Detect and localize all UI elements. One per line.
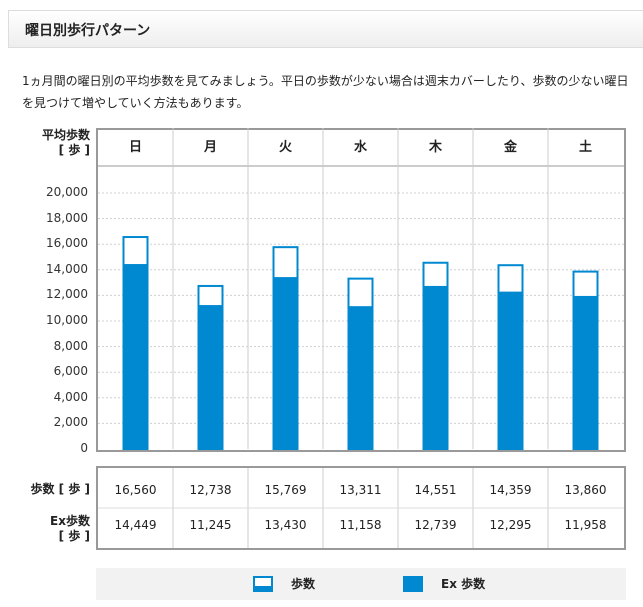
ex-value-cell: 11,245 <box>189 518 232 532</box>
ex-bar <box>273 277 298 449</box>
day-header-row: 日月火水木金土 <box>96 128 626 166</box>
steps-value-cell: 14,551 <box>414 483 457 497</box>
y-tick-label: 10,000 <box>46 313 88 327</box>
section-header: 曜日別歩行パターン <box>8 10 643 48</box>
ylabel-line1: 平均歩数 <box>41 128 90 142</box>
intro-text: 1ヵ月間の曜日別の平均歩数を見てみましょう。平日の歩数が少ない場合は週末カバーし… <box>22 74 629 110</box>
legend-ex-label: Ex 歩数 <box>441 577 486 591</box>
day-label: 日 <box>128 140 142 155</box>
steps-row-label: 歩数 [ 歩 ] <box>30 482 90 496</box>
ex-bar <box>348 306 373 449</box>
ex-bar <box>198 305 223 449</box>
ex-bar <box>573 295 598 449</box>
y-tick-label: 12,000 <box>46 287 88 302</box>
y-tick-label: 0 <box>80 441 88 455</box>
ex-value-cell: 11,158 <box>339 518 382 532</box>
chart-legend: 歩数 Ex 歩数 <box>96 568 626 600</box>
chart-ylabel: 平均歩数 [ 歩 ] <box>24 128 90 158</box>
ex-bar <box>123 264 148 449</box>
steps-value-cell: 14,359 <box>489 483 532 497</box>
day-label: 水 <box>353 140 367 155</box>
y-tick-label: 14,000 <box>46 261 88 276</box>
ylabel-line2: [ 歩 ] <box>58 143 90 157</box>
day-label: 金 <box>503 140 517 155</box>
chart-frame <box>96 128 626 452</box>
ex-value-cell: 12,739 <box>414 518 457 532</box>
ex-row-label-line2: [ 歩 ] <box>58 529 90 543</box>
day-label: 火 <box>278 140 292 155</box>
ex-value-cell: 13,430 <box>264 518 307 532</box>
ex-bar <box>498 291 523 449</box>
y-tick-label: 8,000 <box>53 338 88 353</box>
steps-value-cell: 16,560 <box>114 483 157 497</box>
y-tick-label: 2,000 <box>53 415 88 430</box>
day-label: 土 <box>578 140 592 155</box>
steps-value-cell: 15,769 <box>264 483 307 497</box>
page-title: 曜日別歩行パターン <box>25 23 151 39</box>
day-label: 木 <box>428 140 442 155</box>
ex-value-cell: 14,449 <box>114 518 157 532</box>
y-tick-label: 20,000 <box>46 185 88 199</box>
ex-row-label: Ex歩数 [ 歩 ] <box>22 514 90 544</box>
steps-value-cell: 12,738 <box>189 483 232 497</box>
steps-value-cell: 13,311 <box>339 483 382 497</box>
values-table <box>96 466 626 550</box>
ex-value-cell: 11,958 <box>564 518 607 532</box>
legend-steps-swatch <box>253 576 273 592</box>
y-tick-label: 6,000 <box>53 364 88 379</box>
steps-value-cell: 13,860 <box>564 483 607 497</box>
legend-ex-swatch <box>403 576 423 592</box>
day-label: 月 <box>203 140 217 155</box>
ex-row-label-line1: Ex歩数 <box>50 514 90 528</box>
chart-plot <box>96 128 626 450</box>
ex-bar <box>423 285 448 449</box>
values-table-grid <box>98 468 624 548</box>
ex-value-cell: 12,295 <box>489 518 532 532</box>
y-tick-label: 4,000 <box>53 389 88 404</box>
y-tick-label: 16,000 <box>46 236 88 251</box>
y-tick-label: 18,000 <box>46 210 88 225</box>
legend-steps-label: 歩数 <box>291 577 316 591</box>
